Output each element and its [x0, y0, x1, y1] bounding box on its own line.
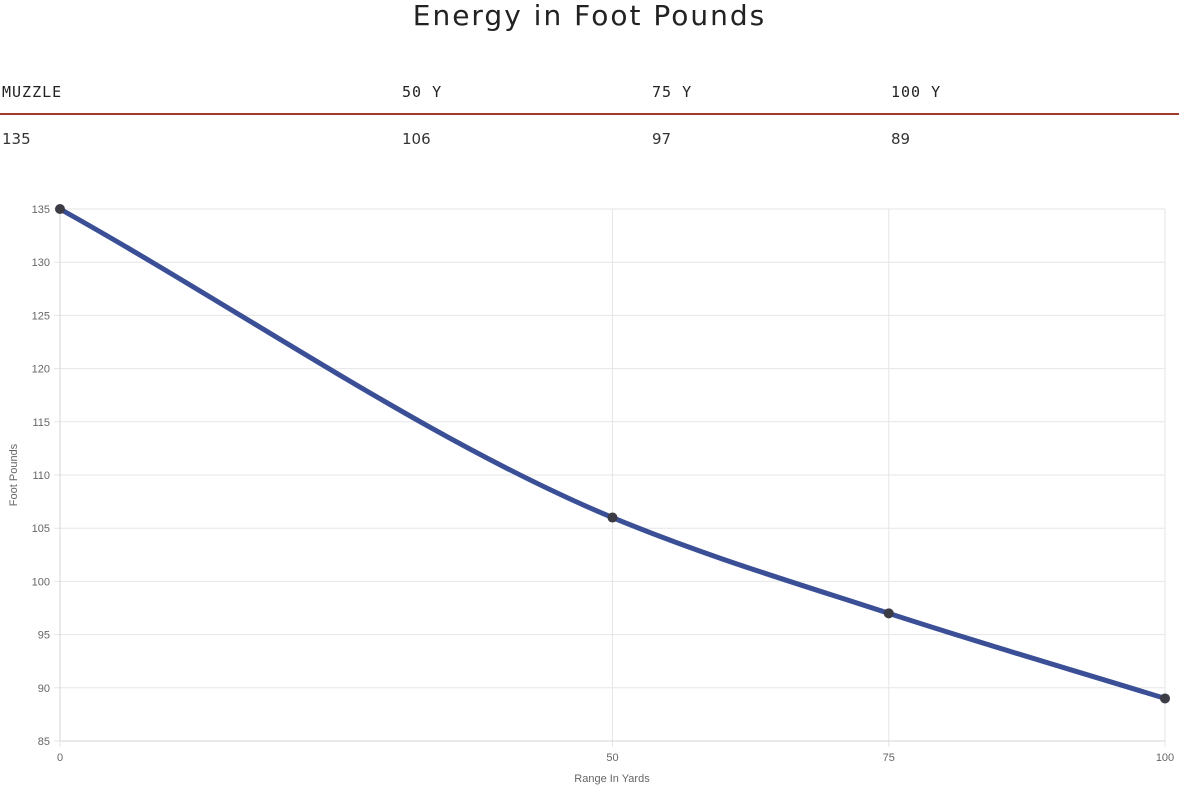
page-title: Energy in Foot Pounds — [412, 0, 767, 32]
chart-axes — [59, 209, 1165, 742]
data-point — [55, 204, 65, 214]
table-value-row: 135 106 97 89 — [0, 130, 1179, 154]
x-tick-labels: 0 50 75 100 — [57, 752, 1174, 764]
y-tick-label: 110 — [32, 470, 50, 482]
chart-grid — [54, 208, 1166, 747]
x-tick-label: 100 — [1156, 752, 1174, 764]
y-axis-label: Foot Pounds — [8, 443, 20, 506]
data-point — [1160, 693, 1170, 704]
table-header-row: MUZZLE 50 Y 75 Y 100 Y — [0, 83, 1179, 111]
data-point — [883, 608, 894, 619]
table-value-muzzle: 135 — [2, 130, 31, 148]
x-tick-label: 75 — [883, 752, 895, 764]
energy-series-line — [57, 206, 1168, 701]
data-point — [607, 512, 618, 523]
y-tick-label: 130 — [32, 257, 50, 269]
table-value-100y: 89 — [891, 130, 911, 148]
y-tick-label: 85 — [38, 736, 50, 748]
x-axis-label: Range In Yards — [574, 773, 650, 785]
x-tick-label: 50 — [606, 752, 618, 764]
table-header-muzzle: MUZZLE — [2, 83, 63, 101]
y-tick-label: 120 — [32, 364, 50, 376]
y-tick-label: 105 — [32, 523, 50, 535]
table-header-50y: 50 Y — [402, 83, 443, 101]
energy-series-points — [55, 204, 1170, 704]
y-tick-label: 115 — [32, 417, 50, 429]
y-tick-label: 135 — [32, 204, 50, 216]
y-tick-label: 90 — [38, 683, 50, 695]
table-value-50y: 106 — [402, 130, 431, 148]
y-tick-label: 125 — [32, 310, 50, 322]
table-header-75y: 75 Y — [652, 83, 693, 101]
y-tick-label: 95 — [38, 630, 50, 642]
table-header-100y: 100 Y — [891, 83, 942, 101]
table-value-75y: 97 — [652, 130, 672, 148]
table-divider — [0, 113, 1179, 115]
x-tick-label: 0 — [57, 752, 63, 764]
y-tick-labels: 85 90 95 100 105 110 115 120 125 130 135 — [32, 204, 50, 748]
y-tick-label: 100 — [32, 576, 50, 588]
